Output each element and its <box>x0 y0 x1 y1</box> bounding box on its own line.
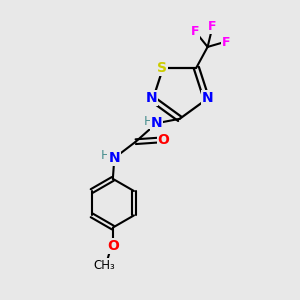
Text: N: N <box>109 151 120 165</box>
Text: F: F <box>222 36 230 49</box>
Text: N: N <box>151 116 162 130</box>
Text: N: N <box>202 91 214 105</box>
Text: O: O <box>107 239 119 253</box>
Text: N: N <box>146 91 157 105</box>
Text: F: F <box>208 20 216 34</box>
Text: O: O <box>158 133 170 147</box>
Text: H: H <box>143 115 153 128</box>
Text: S: S <box>157 61 166 75</box>
Text: H: H <box>101 149 110 162</box>
Text: CH₃: CH₃ <box>94 260 116 272</box>
Text: F: F <box>191 25 200 38</box>
